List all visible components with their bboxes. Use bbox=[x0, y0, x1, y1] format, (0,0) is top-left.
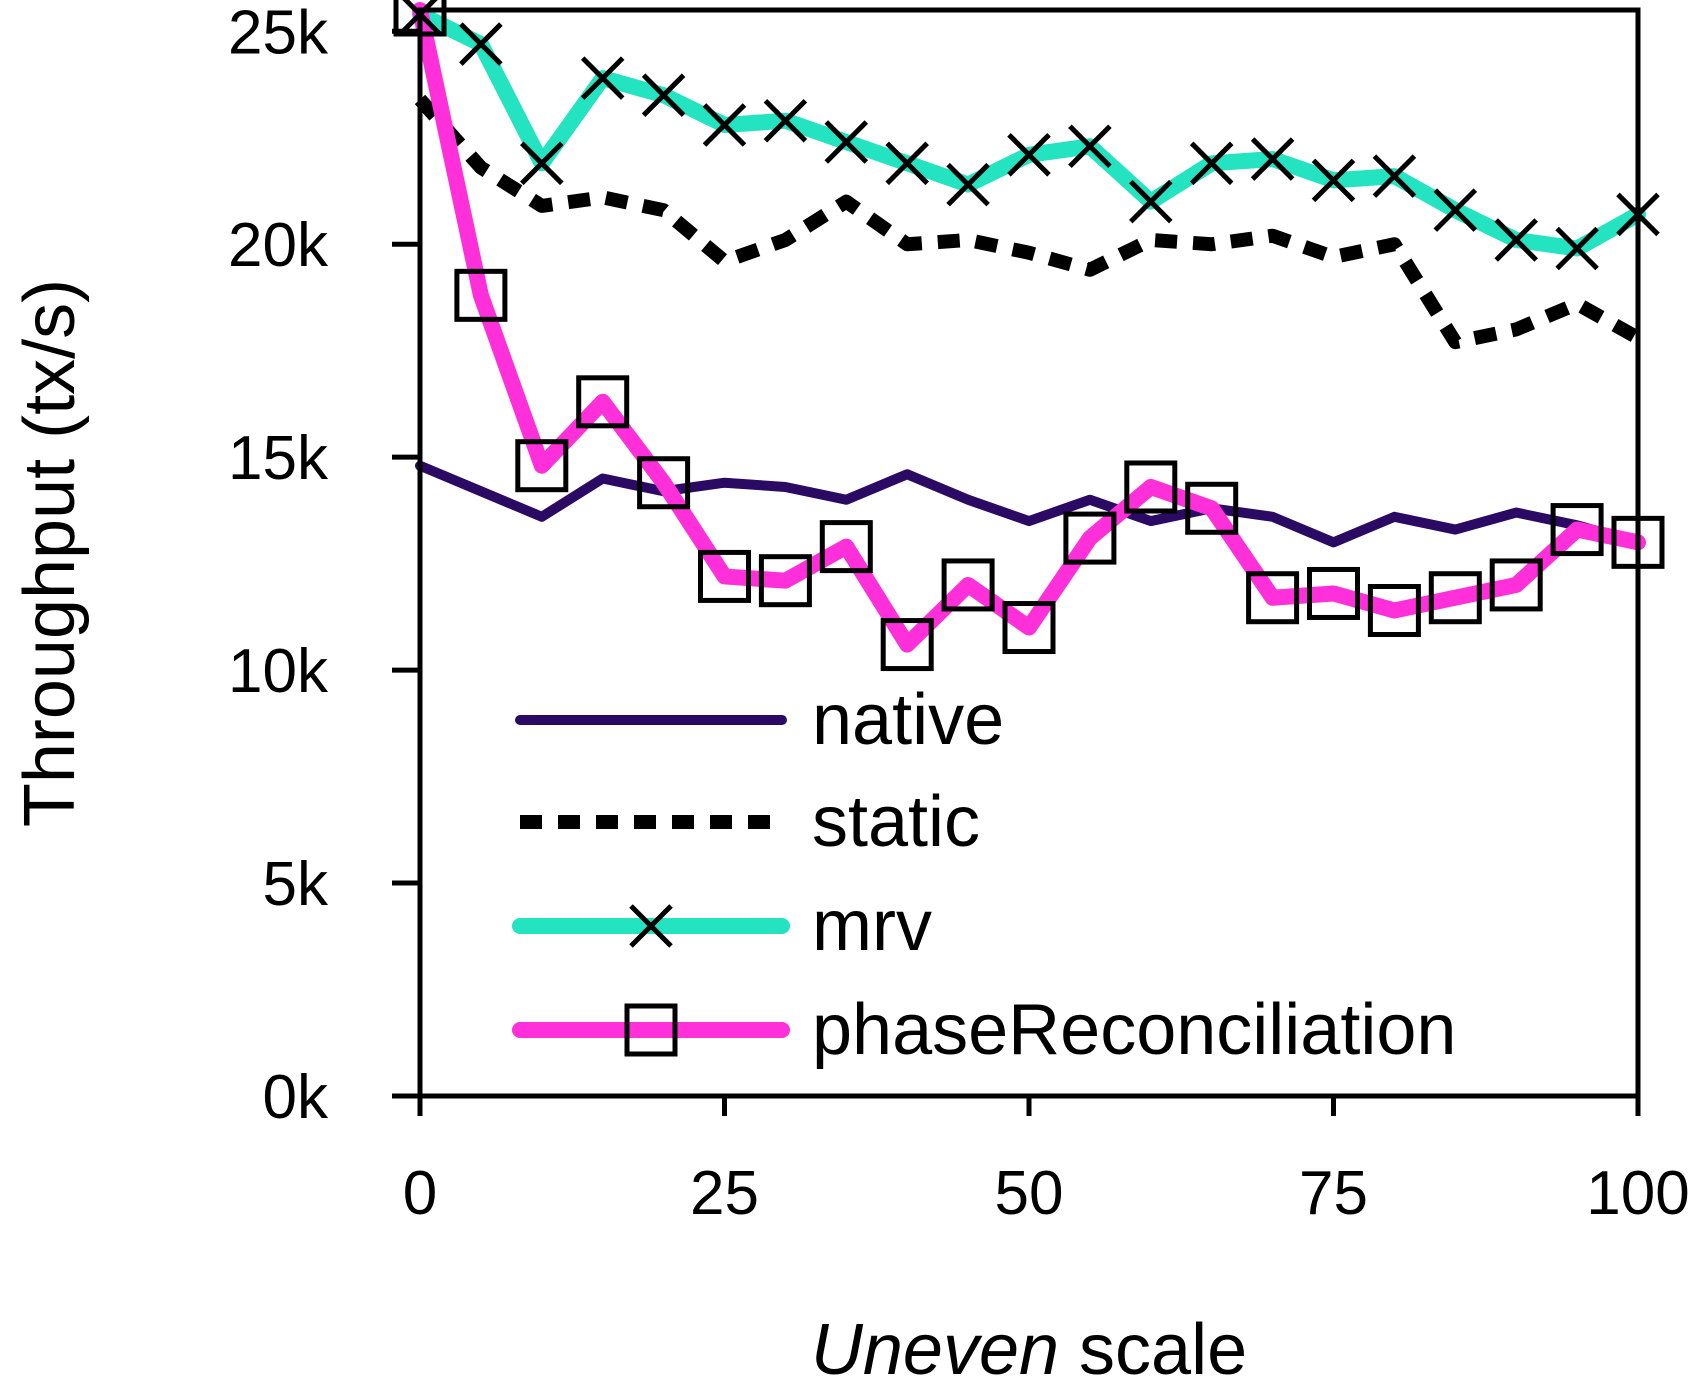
x-axis-title: Uneven scale bbox=[811, 1310, 1247, 1384]
legend-item-static: static bbox=[520, 782, 980, 862]
legend-label: native bbox=[812, 680, 1004, 760]
x-tick-label: 75 bbox=[1299, 1159, 1368, 1228]
data-point-mrv bbox=[1555, 226, 1599, 271]
data-point-mrv bbox=[520, 141, 564, 186]
legend-label: phaseReconciliation bbox=[812, 990, 1456, 1070]
legend-label: mrv bbox=[812, 886, 932, 966]
data-point-phase-reconciliation bbox=[1307, 566, 1360, 620]
x-axis-ticks: 0 25 50 75 100 bbox=[403, 1096, 1690, 1228]
legend-item-native: native bbox=[515, 680, 1004, 760]
data-point-mrv bbox=[459, 22, 503, 66]
data-point-phase-reconciliation bbox=[515, 439, 569, 493]
data-point-mrv bbox=[946, 162, 990, 207]
y-tick-label: 5k bbox=[263, 850, 329, 919]
legend-item-phase-reconciliation: phaseReconciliation bbox=[512, 990, 1456, 1070]
data-point-phase-reconciliation bbox=[1428, 571, 1482, 625]
data-point-mrv bbox=[1189, 141, 1234, 186]
data-point-mrv bbox=[763, 98, 808, 143]
legend-marker-square bbox=[624, 1003, 678, 1057]
data-point-phase-reconciliation bbox=[1185, 481, 1239, 535]
data-point-mrv bbox=[1433, 188, 1478, 232]
y-tick-label: 10k bbox=[228, 637, 329, 706]
legend-item-mrv: mrv bbox=[512, 886, 932, 966]
y-axis-title: Throughput (tx/s) bbox=[10, 279, 90, 827]
data-point-mrv bbox=[580, 56, 625, 100]
data-point-mrv bbox=[1068, 124, 1112, 169]
data-point-phase-reconciliation bbox=[698, 549, 751, 603]
series-line-phase-reconciliation bbox=[412, 2, 1646, 653]
data-point-mrv bbox=[1007, 133, 1051, 177]
data-point-mrv bbox=[1494, 218, 1538, 262]
data-point-phase-reconciliation bbox=[1550, 503, 1604, 557]
data-point-mrv bbox=[1372, 154, 1417, 198]
y-tick-label: 20k bbox=[228, 211, 329, 280]
data-point-phase-reconciliation bbox=[1367, 583, 1421, 637]
data-point-mrv bbox=[641, 73, 686, 117]
x-tick-label: 100 bbox=[1586, 1159, 1689, 1228]
data-point-phase-reconciliation bbox=[1489, 558, 1543, 612]
data-point-phase-reconciliation bbox=[1124, 460, 1178, 514]
data-point-phase-reconciliation bbox=[819, 520, 873, 574]
data-point-phase-reconciliation bbox=[1063, 511, 1117, 565]
data-point-mrv bbox=[1250, 137, 1295, 181]
legend: native static mrv phaseReconciliation bbox=[512, 680, 1456, 1070]
legend-label: static bbox=[812, 782, 980, 862]
series-line-static bbox=[414, 94, 1642, 350]
y-axis-ticks: 0k 5k 10k 15k 20k 25k bbox=[228, 0, 420, 1132]
data-point-mrv bbox=[1311, 158, 1356, 203]
data-point-phase-reconciliation bbox=[576, 375, 630, 429]
legend-marker-x bbox=[629, 904, 673, 948]
x-tick-label: 0 bbox=[403, 1159, 437, 1228]
x-axis-title-italic: Uneven bbox=[811, 1310, 1059, 1384]
data-point-mrv bbox=[885, 141, 929, 186]
y-tick-label: 25k bbox=[228, 0, 329, 67]
marker-layer bbox=[393, 0, 1665, 672]
data-point-mrv bbox=[702, 103, 747, 147]
data-point-phase-reconciliation bbox=[454, 268, 508, 322]
x-tick-label: 25 bbox=[690, 1159, 759, 1228]
data-point-phase-reconciliation bbox=[880, 618, 934, 672]
data-point-phase-reconciliation bbox=[758, 554, 812, 608]
x-tick-label: 50 bbox=[995, 1159, 1064, 1228]
data-point-mrv bbox=[824, 120, 869, 164]
data-point-phase-reconciliation bbox=[941, 558, 995, 612]
data-point-mrv bbox=[1129, 179, 1173, 224]
x-axis-title-rest: scale bbox=[1059, 1310, 1247, 1384]
series-line-native bbox=[415, 460, 1643, 548]
y-tick-label: 15k bbox=[228, 424, 329, 493]
data-point-phase-reconciliation bbox=[637, 456, 691, 510]
data-point-phase-reconciliation bbox=[1002, 601, 1056, 655]
y-tick-label: 0k bbox=[263, 1063, 329, 1132]
series-layer bbox=[412, 2, 1646, 653]
data-point-phase-reconciliation bbox=[1246, 571, 1300, 625]
